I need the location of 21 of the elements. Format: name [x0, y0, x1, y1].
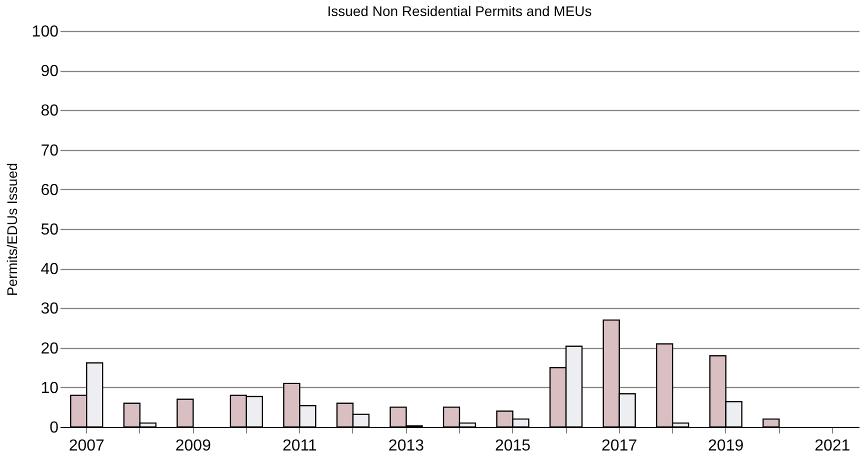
chart-title: Issued Non Residential Permits and MEUs: [327, 3, 592, 19]
x-tick-label: 2019: [708, 438, 744, 454]
y-axis-title: Permits/EDUs Issued: [4, 162, 20, 296]
y-tick-label: 30: [40, 300, 59, 318]
y-tick-label: 20: [40, 340, 59, 358]
y-tick-label: 50: [40, 222, 59, 238]
x-tick-label: 2015: [494, 438, 531, 454]
y-tick-label: 10: [40, 380, 59, 397]
x-tick-label: 2021: [814, 438, 850, 454]
x-tick-label: 2009: [175, 438, 212, 454]
y-tick-label: 0: [50, 420, 59, 436]
x-tick-label: 2011: [282, 438, 318, 454]
y-tick-label: 70: [40, 142, 59, 160]
x-tick-label: 2013: [388, 438, 424, 454]
x-tick-label: 2007: [68, 438, 105, 454]
y-tick-label: 60: [40, 182, 59, 199]
y-tick-label: 40: [40, 261, 59, 278]
y-tick-label: 100: [32, 24, 59, 40]
y-tick-label: 90: [40, 63, 59, 80]
x-tick-label: 2017: [602, 438, 638, 454]
y-tick-label: 80: [40, 102, 59, 120]
